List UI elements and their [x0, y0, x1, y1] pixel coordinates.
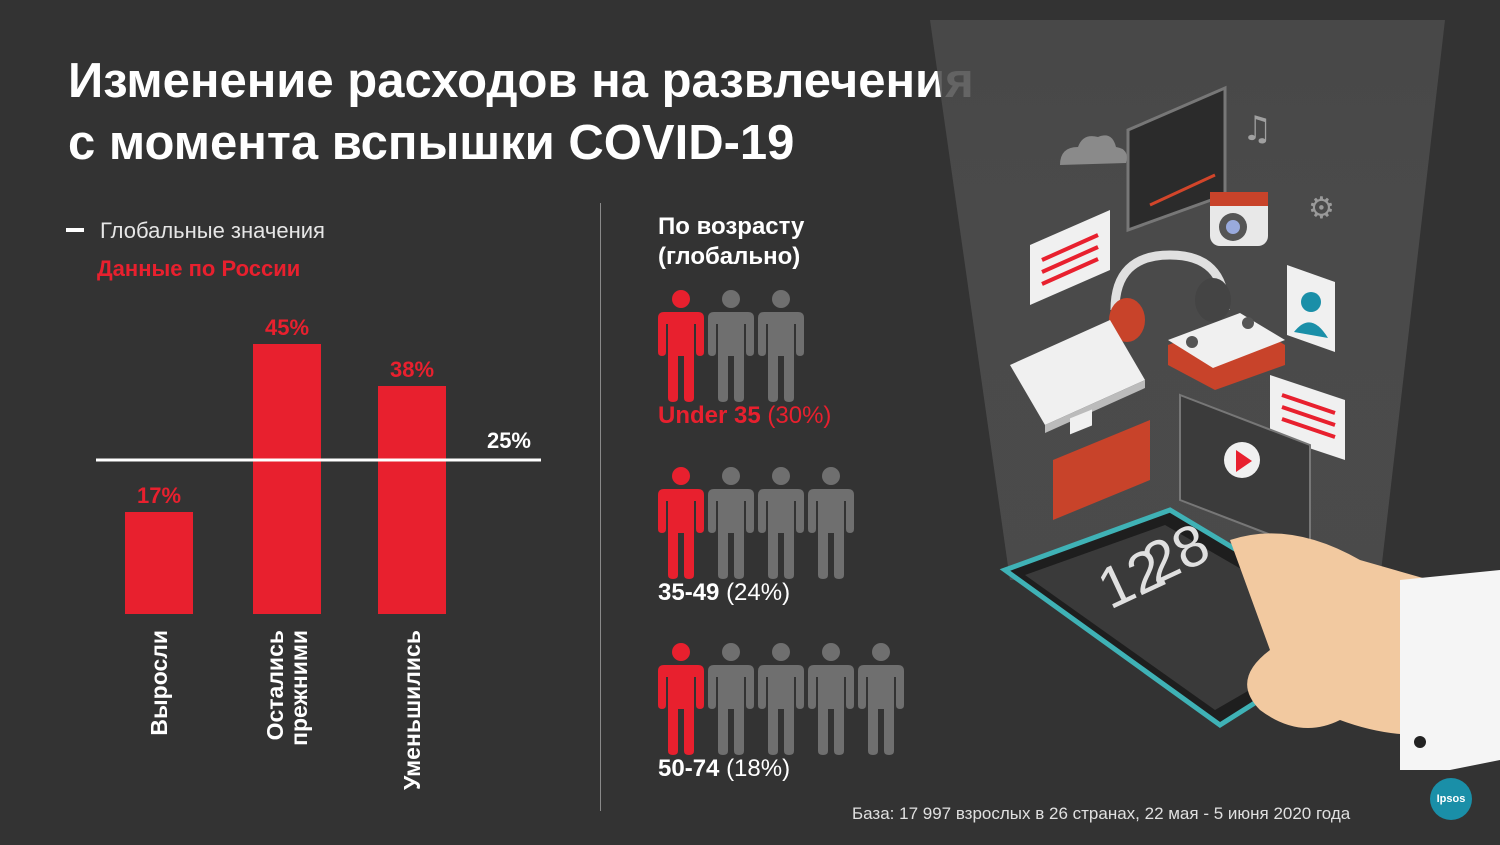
age-icons	[658, 643, 904, 755]
profile-card-icon	[1287, 265, 1335, 352]
age-range: Under 35	[658, 402, 761, 429]
gamepad-icon	[1168, 313, 1285, 390]
cloud-icon	[1060, 135, 1127, 165]
person-icon	[758, 290, 804, 402]
age-percent: (18%)	[726, 755, 791, 782]
category-label: прежними	[286, 630, 312, 746]
legend-global-label: Глобальные значения	[100, 218, 325, 243]
section-divider	[600, 203, 601, 811]
bar-value-label: 45%	[265, 315, 309, 340]
category-label: Остались	[262, 630, 288, 740]
person-icon	[758, 643, 804, 755]
monitor-icon	[1126, 85, 1227, 233]
global-reference-label: 25%	[487, 428, 531, 453]
age-percent: (30%)	[767, 402, 832, 429]
bar-1	[125, 512, 193, 614]
age-title-line-2: (глобально)	[658, 243, 801, 270]
age-group-35-49: 35-49 (24%)	[658, 467, 854, 607]
title-line-2: с момента вспышки COVID-19	[68, 116, 795, 170]
person-icon	[858, 643, 904, 755]
bar-3	[378, 386, 446, 614]
category-label: Уменьшились	[399, 630, 425, 790]
person-icon	[708, 643, 754, 755]
person-highlighted-icon	[658, 467, 704, 579]
age-section-title: По возрасту (глобально)	[658, 212, 804, 272]
headphones-icon	[1109, 250, 1231, 342]
gear-icon: ⚙	[1308, 191, 1335, 226]
legend-dash-icon	[66, 228, 84, 233]
ipsos-logo: Ipsos	[1430, 778, 1472, 820]
bar-value-label: 38%	[390, 357, 434, 382]
age-range: 35-49	[658, 579, 720, 606]
hand-icon	[1230, 533, 1500, 770]
bar-value-label: 17%	[137, 483, 181, 508]
person-highlighted-icon	[658, 290, 704, 402]
person-icon	[708, 467, 754, 579]
age-label: Under 35 (30%)	[658, 402, 831, 430]
age-group-under-35: Under 35 (30%)	[658, 290, 831, 430]
age-range: 50-74	[658, 755, 720, 782]
age-label: 50-74 (18%)	[658, 755, 904, 783]
bar-2	[253, 344, 321, 614]
legend-global: Глобальные значения	[66, 218, 325, 244]
video-player-icon	[1179, 393, 1311, 552]
person-icon	[808, 467, 854, 579]
music-note-icon: ♫	[1242, 109, 1272, 149]
legend-russia-label: Данные по России	[97, 256, 301, 281]
person-icon	[758, 467, 804, 579]
phone-media-illustration: ♫ ⚙	[930, 20, 1500, 770]
age-icons	[658, 290, 831, 402]
credit-card-icon	[1053, 409, 1150, 520]
age-title-line-1: По возрасту	[658, 213, 805, 240]
page-title: Изменение расходов на развлечения с моме…	[68, 50, 1168, 174]
age-percent: (24%)	[726, 579, 791, 606]
chat-bubble-icon	[1030, 210, 1110, 305]
webcam-icon	[1210, 192, 1268, 246]
title-line-1: Изменение расходов на развлечения	[68, 54, 974, 108]
footer-base-note: База: 17 997 взрослых в 26 странах, 22 м…	[852, 804, 1351, 823]
category-label: Выросли	[146, 630, 172, 736]
person-highlighted-icon	[658, 643, 704, 755]
age-group-50-74: 50-74 (18%)	[658, 643, 904, 783]
age-label: 35-49 (24%)	[658, 579, 854, 607]
person-icon	[708, 290, 754, 402]
person-icon	[808, 643, 854, 755]
age-icons	[658, 467, 854, 579]
